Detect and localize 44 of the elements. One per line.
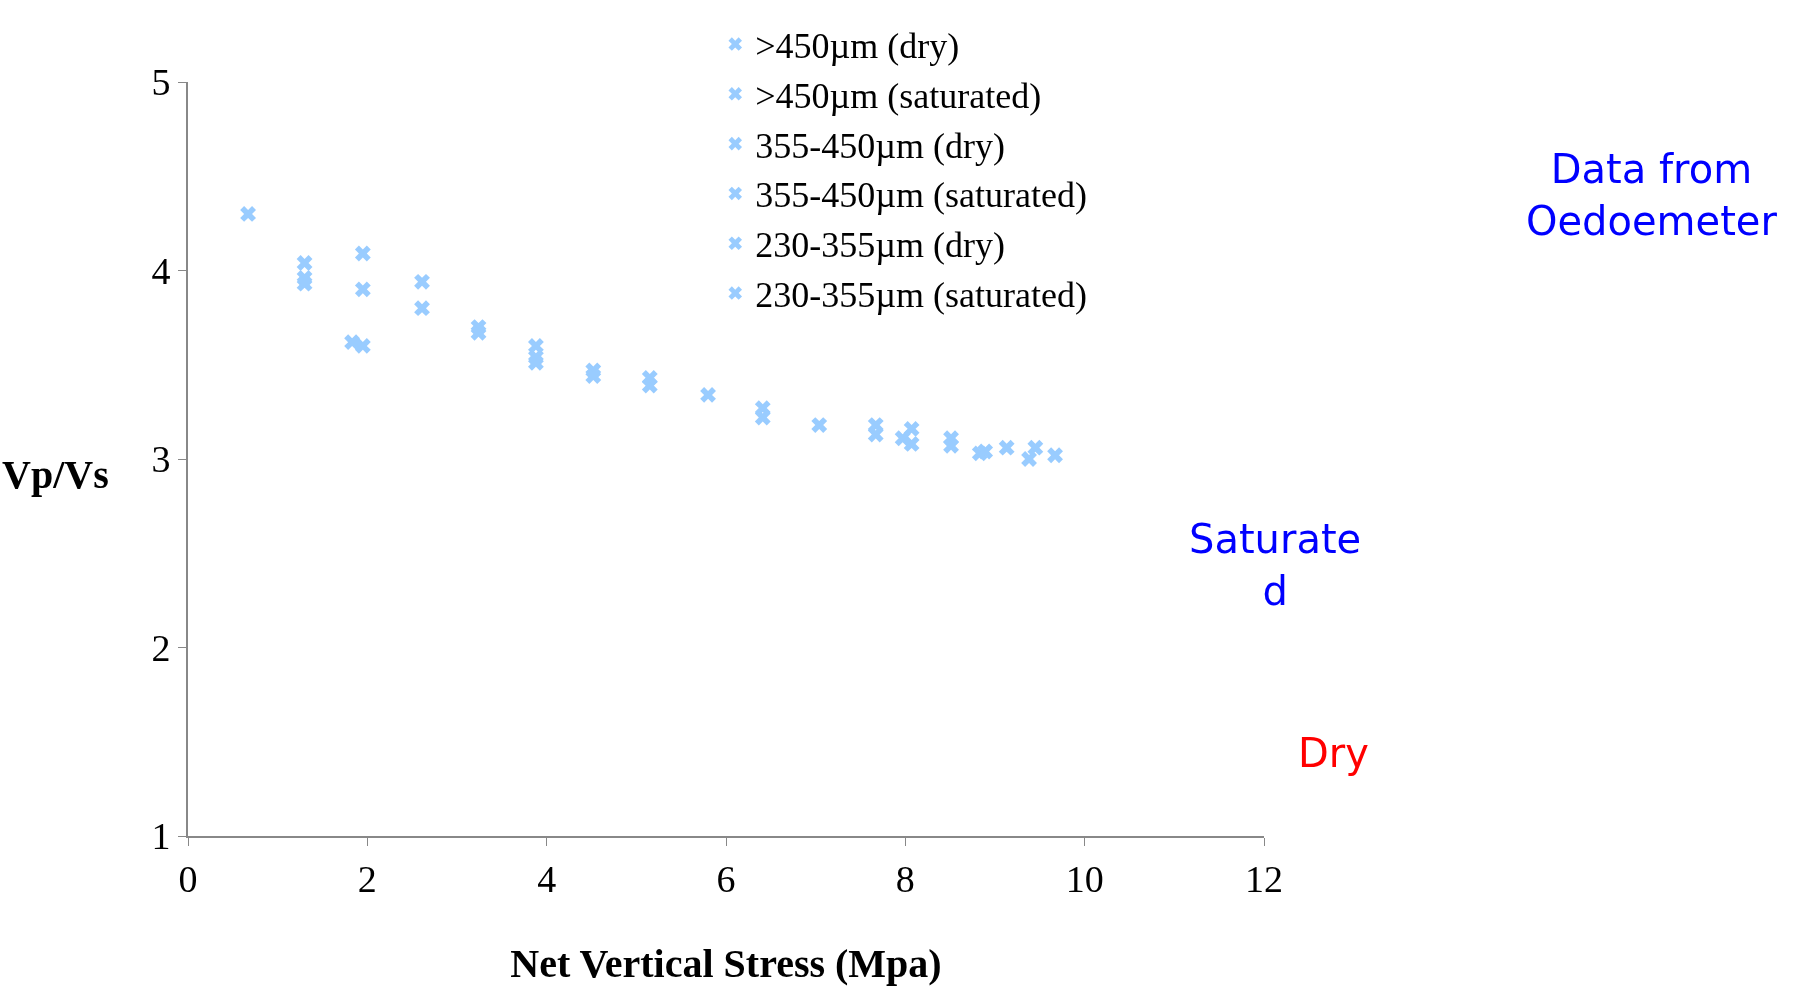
x-tick-label: 2 — [357, 857, 377, 900]
point — [943, 437, 959, 454]
point — [1021, 451, 1037, 467]
point — [977, 443, 994, 460]
point — [1047, 447, 1063, 464]
y-tick-label: 4 — [151, 249, 171, 292]
point — [641, 370, 658, 386]
point — [527, 354, 544, 371]
point — [354, 281, 371, 298]
point — [811, 417, 828, 433]
point — [903, 436, 920, 452]
y-tick-label: 1 — [151, 815, 171, 858]
point — [470, 324, 487, 341]
point — [414, 300, 430, 317]
legend-label: >450µm (saturated) — [755, 75, 1042, 116]
x-tick-label: 6 — [716, 857, 736, 900]
x-axis-title: Net Vertical Stress (Mpa) — [510, 940, 942, 986]
legend-label: >450µm (dry) — [755, 26, 960, 67]
point — [354, 245, 371, 262]
point — [296, 275, 313, 292]
legend-label: 355-450µm (saturated) — [755, 175, 1087, 216]
y-tick-label: 2 — [151, 626, 171, 669]
x-tick-label: 10 — [1065, 857, 1104, 900]
point — [585, 368, 602, 384]
x-tick-label: 0 — [178, 857, 198, 900]
legend-label: 230-355µm (saturated) — [755, 275, 1087, 316]
legend-label: 355-450µm (dry) — [755, 125, 1005, 166]
point — [700, 386, 716, 403]
text: Data from Oedoemeter — [1526, 146, 1778, 244]
point — [354, 337, 371, 354]
point — [998, 439, 1015, 456]
point — [240, 206, 256, 222]
y-tick-label: 5 — [151, 61, 171, 104]
x-tick-label: 8 — [895, 857, 915, 900]
y-axis-title: Vp/Vs — [2, 452, 109, 497]
point — [1027, 439, 1044, 456]
x-tick-label: 4 — [537, 857, 557, 900]
legend-label: 230-355µm (dry) — [755, 225, 1005, 266]
text: Dry — [1298, 730, 1369, 776]
point — [414, 273, 430, 290]
annotation: Saturate d — [1189, 516, 1362, 614]
point — [296, 255, 313, 271]
x-tick-label: 12 — [1245, 857, 1283, 900]
y-tick-label: 3 — [151, 438, 171, 481]
